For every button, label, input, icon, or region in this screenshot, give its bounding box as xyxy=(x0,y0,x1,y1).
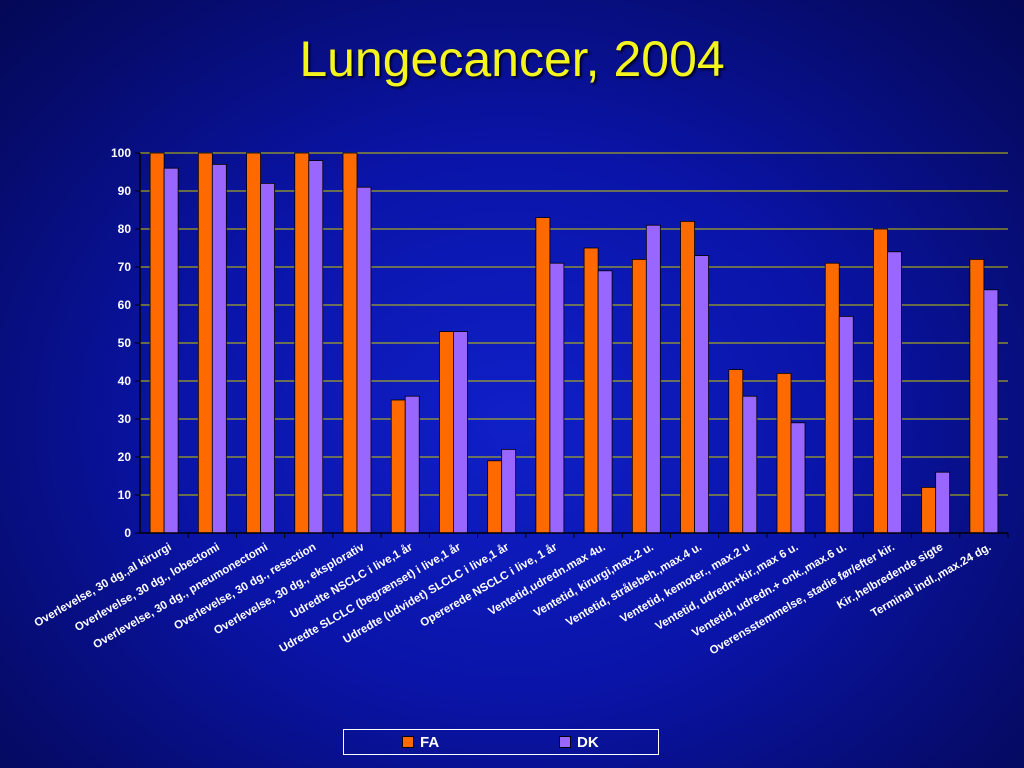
bar-fa xyxy=(149,152,165,534)
gridlines xyxy=(140,152,1008,496)
bar-dk xyxy=(211,163,227,534)
bar-fa xyxy=(921,486,937,534)
bar-dk xyxy=(163,167,179,534)
bar-fa xyxy=(873,228,888,534)
legend-label-fa: FA xyxy=(420,733,440,751)
bar-fa xyxy=(583,247,599,534)
bar-fa xyxy=(294,152,310,534)
y-tick-label: 100 xyxy=(111,146,131,160)
bar-dk xyxy=(887,251,902,534)
bar-fa xyxy=(246,152,261,534)
bar-fa xyxy=(197,152,213,534)
bar-dk xyxy=(453,331,468,534)
y-tick-label: 80 xyxy=(118,222,132,236)
bar-dk xyxy=(790,422,806,534)
bar-dk xyxy=(549,262,565,534)
y-tick-label: 30 xyxy=(118,412,132,426)
bar-fa xyxy=(776,372,792,534)
bar-dk xyxy=(645,224,661,534)
bar-fa xyxy=(631,258,647,534)
bar-dk xyxy=(404,395,420,534)
y-tick-label: 20 xyxy=(118,450,132,464)
bar-dk xyxy=(260,182,275,534)
y-tick-label: 50 xyxy=(118,336,132,350)
bar-dk xyxy=(308,160,324,534)
bar-dk xyxy=(694,255,709,534)
bar-fa xyxy=(535,217,551,534)
legend-item-fa: FA xyxy=(402,734,439,751)
bar-fa xyxy=(824,262,840,534)
bar-fa xyxy=(680,220,695,534)
axes xyxy=(135,152,1009,538)
y-tick-label: 70 xyxy=(118,260,132,274)
bar-dk xyxy=(935,471,951,534)
bar-dk xyxy=(742,395,758,534)
y-tick-label: 40 xyxy=(118,374,132,388)
bars xyxy=(149,152,999,534)
legend-swatch-dk xyxy=(559,736,571,748)
bar-dk xyxy=(597,270,613,534)
legend-item-dk: DK xyxy=(559,734,599,751)
bar-fa xyxy=(439,331,454,534)
y-tick-label: 90 xyxy=(118,184,132,198)
bar-dk xyxy=(838,315,854,534)
slide-title: Lungecancer, 2004 xyxy=(299,31,725,87)
bar-dk xyxy=(983,289,999,534)
y-tick-label: 10 xyxy=(118,488,132,502)
x-tick-label: Overlevelse, 30 dg., pneumonectomi xyxy=(91,541,270,651)
y-tick-label: 0 xyxy=(124,526,131,540)
bar-dk xyxy=(356,186,372,534)
y-tick-label: 60 xyxy=(118,298,132,312)
chart-legend: FA DK xyxy=(343,729,659,755)
bar-fa xyxy=(969,258,985,534)
legend-label-dk: DK xyxy=(577,733,599,751)
bar-fa xyxy=(342,152,358,534)
legend-swatch-fa xyxy=(402,736,414,748)
bar-fa xyxy=(487,460,503,534)
bar-dk xyxy=(501,448,517,534)
bar-fa xyxy=(728,369,744,534)
bar-fa xyxy=(390,399,406,534)
